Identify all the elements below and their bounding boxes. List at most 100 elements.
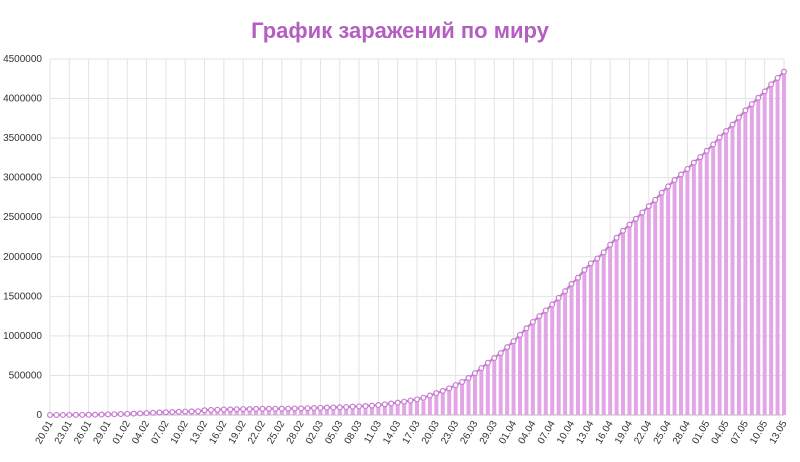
data-point: [104, 411, 111, 418]
data-point: [433, 390, 440, 397]
bar: [344, 406, 349, 415]
data-point: [768, 81, 775, 88]
x-tick-label: 28.04: [671, 419, 693, 447]
x-tick-label: 10.05: [748, 419, 770, 447]
data-point: [407, 397, 414, 404]
bar: [363, 406, 368, 415]
data-point: [574, 274, 581, 281]
data-point: [710, 141, 717, 148]
data-point: [349, 403, 356, 410]
x-tick-label: 29.01: [92, 419, 114, 447]
data-point: [645, 203, 652, 210]
x-tick-label: 05.03: [323, 419, 345, 447]
x-tick-label: 20.01: [34, 419, 56, 447]
data-point: [265, 405, 272, 412]
x-tick-label: 14.03: [381, 419, 403, 447]
bar: [305, 408, 310, 415]
data-point: [652, 196, 659, 203]
bar: [633, 218, 638, 415]
data-point: [381, 401, 388, 408]
x-tick-label: 10.02: [169, 419, 191, 447]
bar: [511, 341, 516, 415]
bar: [421, 397, 426, 415]
bar: [466, 378, 471, 415]
data-point: [504, 344, 511, 351]
bar: [279, 408, 284, 415]
bar: [524, 328, 529, 415]
x-tick-label: 22.04: [632, 419, 654, 447]
data-point: [124, 410, 131, 417]
data-point: [182, 408, 189, 415]
bar: [485, 362, 490, 415]
data-point: [626, 221, 633, 228]
data-point: [420, 394, 427, 401]
data-point: [452, 382, 459, 389]
data-point: [130, 410, 137, 417]
x-tick-label: 23.03: [439, 419, 461, 447]
data-point: [761, 88, 768, 95]
data-point: [111, 411, 118, 418]
bar: [595, 258, 600, 415]
bar: [408, 400, 413, 415]
bar: [376, 405, 381, 415]
data-point: [285, 405, 292, 412]
x-tick-label: 25.04: [652, 419, 674, 447]
data-point: [98, 411, 105, 418]
bars: [48, 71, 786, 416]
data-point: [620, 227, 627, 234]
data-point: [291, 405, 298, 412]
x-tick-label: 01.02: [111, 419, 133, 447]
data-point: [317, 404, 324, 411]
bar: [582, 269, 587, 415]
y-tick-label: 1500000: [3, 291, 42, 302]
bar: [769, 84, 774, 415]
y-tick-label: 3500000: [3, 133, 42, 144]
bar: [357, 406, 362, 415]
bar: [691, 162, 696, 415]
bar: [434, 393, 439, 415]
bar: [717, 137, 722, 415]
data-point: [356, 403, 363, 410]
data-point: [684, 165, 691, 172]
x-tick-label: 19.04: [613, 419, 635, 447]
y-tick-label: 4500000: [3, 54, 42, 65]
data-point: [375, 402, 382, 409]
data-point: [632, 215, 639, 222]
bar: [724, 130, 729, 416]
data-point: [780, 68, 787, 75]
data-point: [253, 405, 260, 412]
y-tick-label: 1000000: [3, 331, 42, 342]
data-point: [723, 127, 730, 134]
data-point: [336, 404, 343, 411]
bar: [447, 388, 452, 415]
bar: [324, 407, 329, 415]
data-point: [240, 406, 247, 413]
x-tick-label: 07.04: [536, 419, 558, 447]
bar: [653, 199, 658, 415]
data-point: [66, 411, 73, 418]
bar: [254, 408, 259, 415]
data-point: [587, 260, 594, 267]
y-tick-label: 500000: [9, 370, 43, 381]
data-point: [310, 405, 317, 412]
data-point: [594, 255, 601, 262]
bar: [782, 71, 786, 415]
data-point: [716, 134, 723, 141]
data-point: [169, 409, 176, 416]
x-tick-label: 17.03: [401, 419, 423, 447]
bar: [311, 408, 316, 415]
data-point: [665, 183, 672, 190]
bar: [440, 390, 445, 415]
bar: [627, 224, 632, 415]
data-point: [220, 406, 227, 413]
bar: [453, 385, 458, 415]
x-tick-label: 28.02: [285, 419, 307, 447]
bar: [736, 117, 741, 415]
bar: [563, 291, 568, 415]
bar: [530, 321, 535, 415]
data-point: [581, 266, 588, 273]
data-point: [478, 365, 485, 372]
data-point: [517, 331, 524, 338]
data-point: [207, 406, 214, 413]
bar: [711, 144, 716, 415]
